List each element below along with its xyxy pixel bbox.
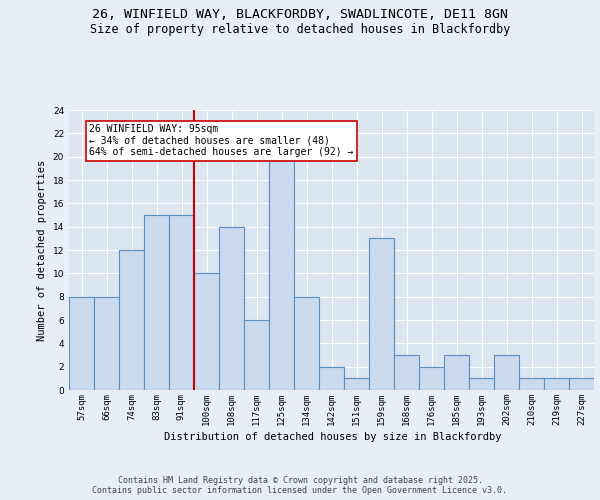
Bar: [269, 156, 294, 390]
Bar: [294, 296, 319, 390]
Bar: [444, 355, 469, 390]
Bar: [194, 274, 219, 390]
Bar: [144, 215, 169, 390]
Bar: [69, 296, 94, 390]
Bar: [469, 378, 494, 390]
Bar: [319, 366, 344, 390]
Bar: [169, 215, 194, 390]
Text: 26 WINFIELD WAY: 95sqm
← 34% of detached houses are smaller (48)
64% of semi-det: 26 WINFIELD WAY: 95sqm ← 34% of detached…: [89, 124, 353, 157]
Text: Distribution of detached houses by size in Blackfordby: Distribution of detached houses by size …: [164, 432, 502, 442]
Bar: [519, 378, 544, 390]
Bar: [119, 250, 144, 390]
Bar: [394, 355, 419, 390]
Text: 26, WINFIELD WAY, BLACKFORDBY, SWADLINCOTE, DE11 8GN: 26, WINFIELD WAY, BLACKFORDBY, SWADLINCO…: [92, 8, 508, 20]
Bar: [244, 320, 269, 390]
Bar: [94, 296, 119, 390]
Bar: [544, 378, 569, 390]
Bar: [219, 226, 244, 390]
Bar: [494, 355, 519, 390]
Text: Size of property relative to detached houses in Blackfordby: Size of property relative to detached ho…: [90, 22, 510, 36]
Bar: [569, 378, 594, 390]
Bar: [344, 378, 369, 390]
Bar: [369, 238, 394, 390]
Text: Contains HM Land Registry data © Crown copyright and database right 2025.
Contai: Contains HM Land Registry data © Crown c…: [92, 476, 508, 495]
Bar: [419, 366, 444, 390]
Y-axis label: Number of detached properties: Number of detached properties: [37, 160, 47, 340]
